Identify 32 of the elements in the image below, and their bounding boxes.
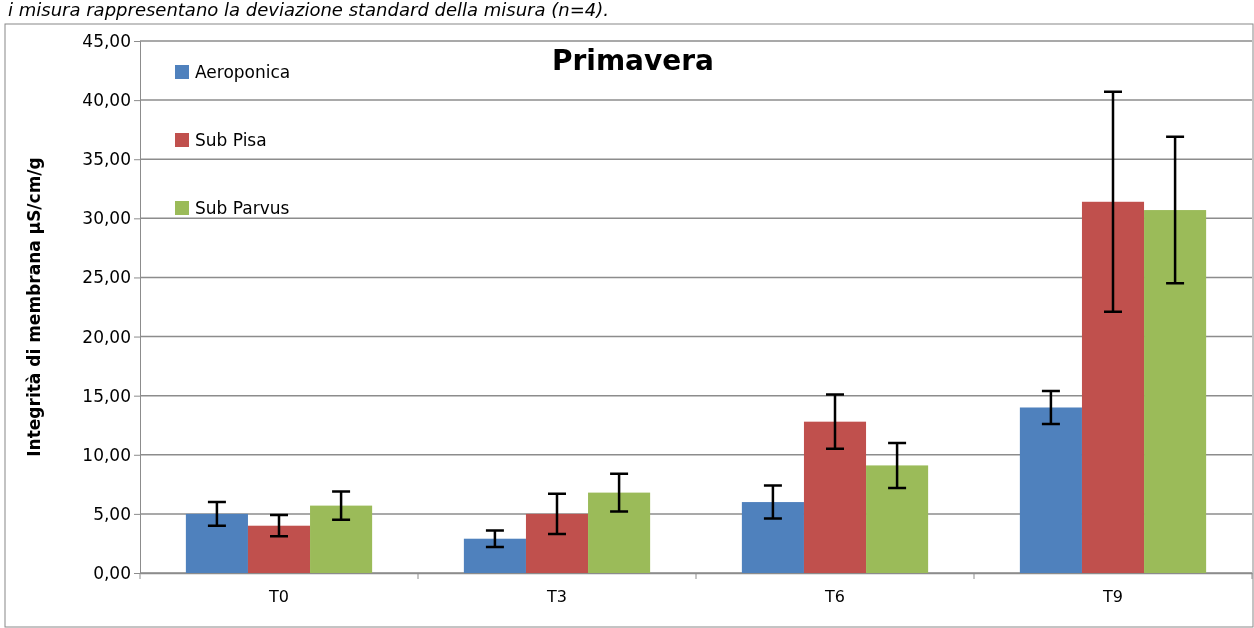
bar bbox=[525, 513, 589, 573]
x-tick-label: T3 bbox=[546, 586, 567, 606]
bar bbox=[463, 538, 526, 573]
legend-label: Sub Pisa bbox=[195, 130, 267, 150]
x-tick-label: T6 bbox=[824, 586, 845, 606]
text: i misura rappresentano la deviazione standard della misura (n=4). bbox=[8, 0, 609, 20]
y-tick-label: 5,00 bbox=[93, 503, 131, 524]
legend-label: Sub Parvus bbox=[195, 198, 290, 218]
bar bbox=[1019, 407, 1082, 573]
y-tick-label: 30,00 bbox=[82, 208, 131, 229]
x-tick-label: T0 bbox=[268, 586, 289, 606]
bar bbox=[247, 525, 311, 573]
bar bbox=[310, 505, 373, 573]
bar bbox=[588, 492, 651, 573]
bar bbox=[803, 421, 867, 573]
bar bbox=[1081, 201, 1145, 573]
y-tick-label: 0,00 bbox=[93, 562, 131, 583]
y-tick-label: 15,00 bbox=[82, 385, 131, 406]
bar bbox=[1144, 210, 1207, 573]
y-tick-label: 10,00 bbox=[82, 444, 131, 465]
y-tick-label: 35,00 bbox=[82, 149, 131, 170]
y-tick-label: 45,00 bbox=[82, 30, 131, 51]
y-tick-label: 25,00 bbox=[82, 267, 131, 288]
x-tick-label: T9 bbox=[1102, 586, 1123, 606]
legend-label: Aeroponica bbox=[195, 62, 291, 82]
y-tick-label: 40,00 bbox=[82, 90, 131, 111]
chart-title: Primavera bbox=[552, 44, 714, 77]
bar bbox=[866, 465, 929, 573]
bar bbox=[741, 502, 804, 573]
bar bbox=[185, 513, 248, 573]
y-tick-label: 20,00 bbox=[82, 326, 131, 347]
y-axis-title: Integrità di membrana µS/cm/g bbox=[24, 157, 44, 457]
